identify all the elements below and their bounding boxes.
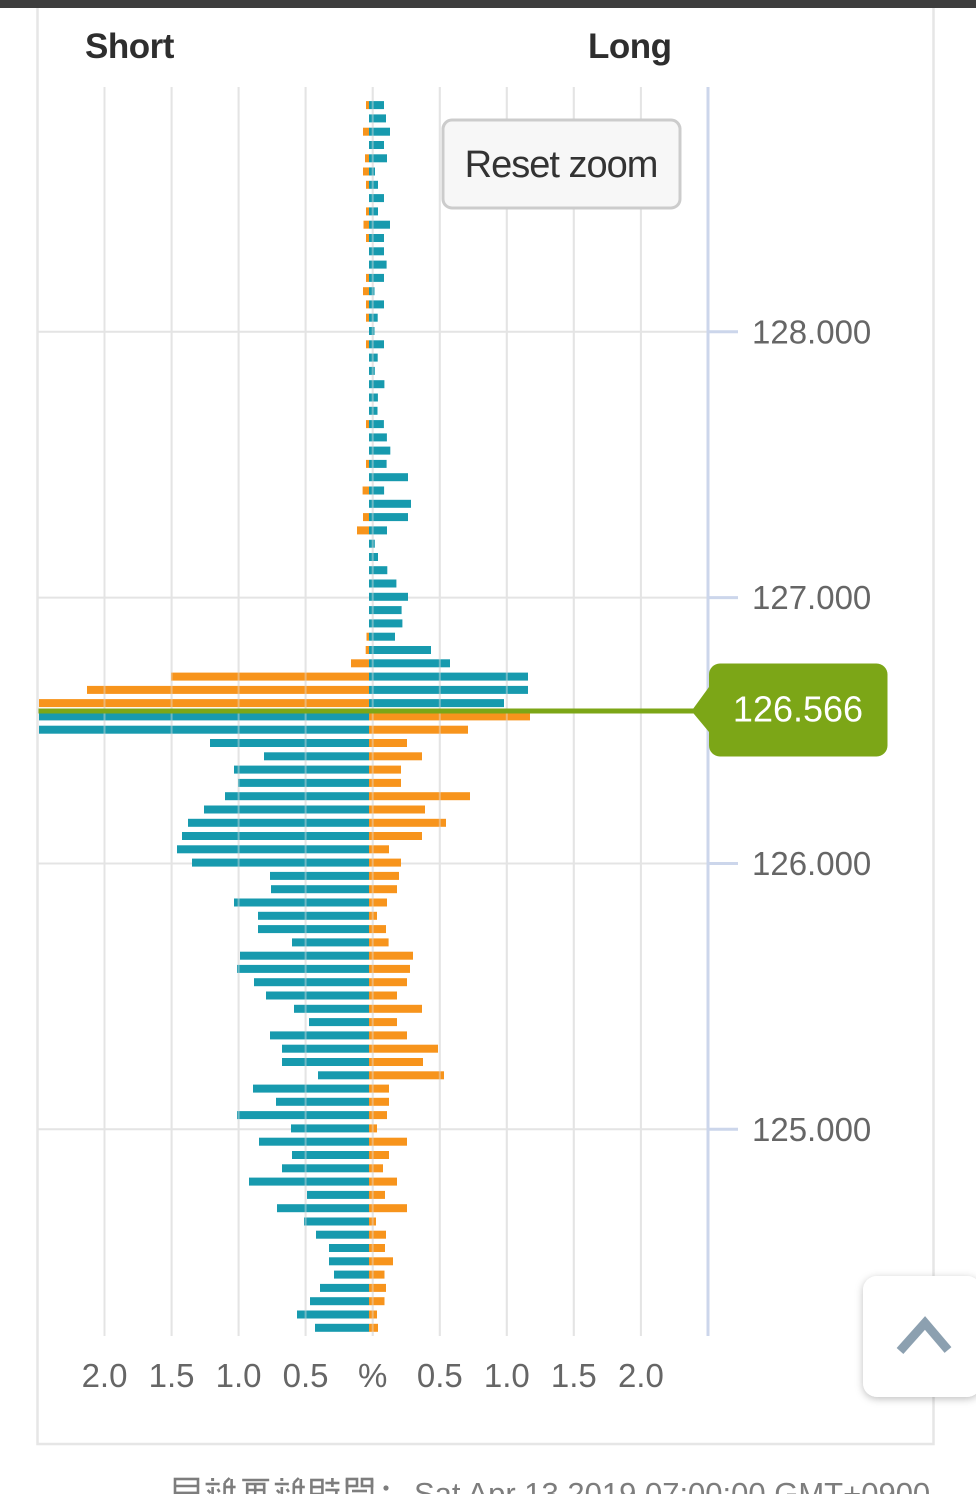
svg-text:1.5: 1.5 bbox=[551, 1357, 597, 1394]
svg-text:1.0: 1.0 bbox=[484, 1357, 530, 1394]
svg-text:Long: Long bbox=[588, 27, 672, 66]
svg-text:0.5: 0.5 bbox=[283, 1357, 329, 1394]
svg-text:126.566: 126.566 bbox=[733, 689, 863, 730]
svg-text:2.0: 2.0 bbox=[82, 1357, 128, 1394]
svg-text:1.0: 1.0 bbox=[216, 1357, 262, 1394]
svg-text:1.5: 1.5 bbox=[149, 1357, 195, 1394]
svg-text:2.0: 2.0 bbox=[618, 1357, 664, 1394]
svg-text:127.000: 127.000 bbox=[752, 579, 871, 616]
svg-text:128.000: 128.000 bbox=[752, 313, 871, 350]
svg-text:125.000: 125.000 bbox=[752, 1111, 871, 1148]
svg-text:Sat Apr 13 2019 07:00:00 GMT+0: Sat Apr 13 2019 07:00:00 GMT+0900 bbox=[414, 1476, 930, 1494]
svg-text:%: % bbox=[358, 1357, 387, 1394]
svg-text:126.000: 126.000 bbox=[752, 845, 871, 882]
svg-text:0.5: 0.5 bbox=[417, 1357, 463, 1394]
svg-text:Reset zoom: Reset zoom bbox=[465, 144, 658, 186]
svg-text:Short: Short bbox=[85, 27, 175, 66]
